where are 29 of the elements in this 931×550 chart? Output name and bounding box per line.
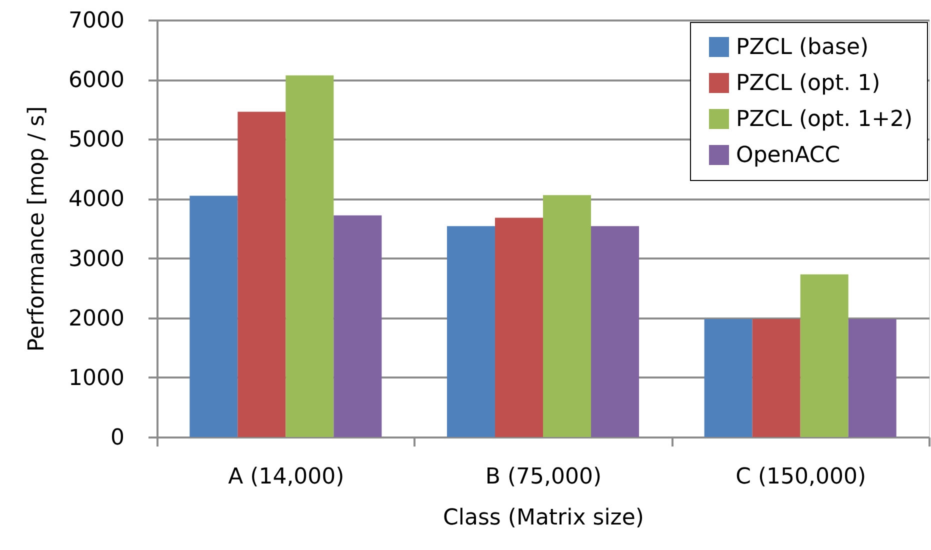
- y-tick-label: 3000: [68, 246, 124, 272]
- bar: [238, 112, 286, 437]
- x-tick-label: B (75,000): [485, 464, 602, 490]
- legend-label: OpenACC: [736, 143, 840, 168]
- y-tick-label: 0: [110, 426, 124, 450]
- bar: [800, 274, 848, 437]
- y-tick-label: 7000: [68, 8, 124, 34]
- y-tick-label: 1000: [68, 366, 124, 391]
- x-axis-title: Class (Matrix size): [443, 506, 644, 530]
- bar: [446, 226, 495, 437]
- bar: [494, 218, 543, 437]
- bar: [591, 226, 640, 437]
- legend-label: PZCL (opt. 1+2): [736, 107, 913, 132]
- y-axis-title: Performance [mop / s]: [24, 106, 50, 352]
- bar: [543, 195, 592, 437]
- bar: [848, 319, 896, 437]
- y-tick-label: 2000: [68, 306, 124, 332]
- bar: [752, 319, 800, 437]
- bar: [704, 319, 752, 437]
- bar: [190, 196, 238, 437]
- bar: [286, 75, 334, 437]
- x-tick-label: A (14,000): [228, 464, 344, 490]
- y-tick-label: 4000: [68, 187, 124, 212]
- y-tick-label: 5000: [68, 128, 124, 153]
- bar: [334, 215, 382, 437]
- x-tick-label: C (150,000): [736, 464, 866, 490]
- legend-label: PZCL (opt. 1): [736, 71, 880, 96]
- y-tick-label: 6000: [68, 68, 124, 94]
- legend-label: PZCL (base): [736, 35, 869, 60]
